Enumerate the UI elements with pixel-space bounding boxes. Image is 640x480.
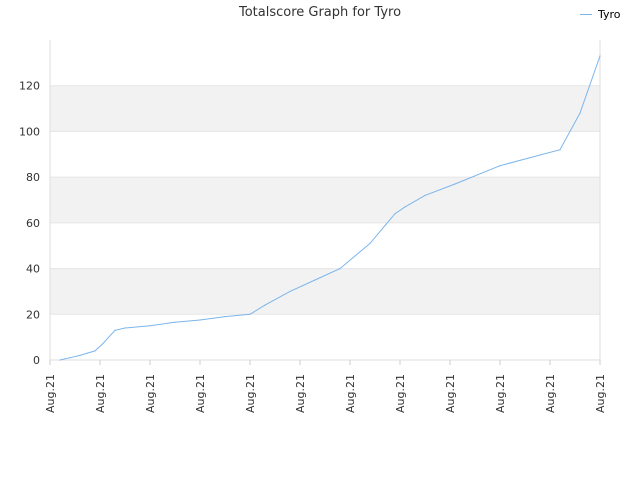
data-point [454, 183, 456, 185]
data-point [579, 112, 581, 114]
x-tick-label: Aug.21 [44, 374, 57, 413]
plot-band [50, 268, 600, 315]
data-point [86, 352, 89, 354]
data-point [59, 359, 61, 361]
y-tick-label: 120 [19, 80, 40, 93]
data-point [224, 315, 226, 318]
data-point [599, 55, 601, 57]
plot-band [50, 177, 600, 223]
gridlines [50, 85, 600, 361]
data-point [424, 194, 426, 197]
plot-band [50, 85, 600, 132]
y-tick-label: 0 [33, 354, 40, 367]
data-point [149, 325, 151, 327]
data-point [124, 327, 126, 329]
axes [49, 40, 601, 365]
data-point [101, 343, 104, 345]
data-point [264, 304, 266, 306]
x-tick-label: Aug.21 [444, 374, 457, 413]
data-point [94, 350, 96, 352]
x-tick-label: Aug.21 [194, 374, 207, 413]
tick-labels: 0 20 40 60 80 100 120 Aug.21 Aug.21 Aug.21 Aug.21 A… [19, 80, 607, 413]
x-tick-label: Aug.21 [494, 374, 507, 413]
y-tick-label: 20 [26, 308, 40, 321]
data-point [404, 206, 406, 208]
legend-label-tyro: Tyro [598, 8, 621, 21]
data-point [199, 319, 201, 321]
plot-bands [50, 85, 600, 315]
data-point [369, 242, 371, 245]
data-point [314, 279, 316, 281]
x-tick-label: Aug.21 [344, 374, 357, 413]
data-point [499, 165, 501, 167]
y-tick-label: 60 [26, 217, 40, 230]
x-tick-label: Aug.21 [144, 374, 157, 413]
data-point [114, 329, 116, 331]
x-tick-label: Aug.21 [544, 374, 557, 413]
x-tick-label: Aug.21 [394, 374, 407, 413]
y-tick-label: 80 [26, 171, 40, 184]
data-point [79, 354, 81, 357]
data-point [394, 213, 396, 215]
data-point [174, 321, 176, 323]
series-line-tyro [59, 55, 601, 361]
legend-line-swatch [580, 14, 592, 15]
data-point [69, 357, 71, 359]
x-tick-label: Aug.21 [294, 374, 307, 413]
chart-title: Totalscore Graph for Tyro [238, 5, 402, 20]
x-tick-label: Aug.21 [594, 374, 607, 413]
y-tick-label: 40 [26, 263, 40, 276]
x-tick-label: Aug.21 [244, 374, 257, 413]
data-point [249, 313, 251, 315]
x-tick-label: Aug.21 [94, 374, 107, 413]
data-point [559, 149, 561, 151]
legend[interactable]: Tyro [580, 8, 621, 21]
data-point [289, 290, 291, 293]
data-point [339, 267, 341, 270]
y-tick-label: 100 [19, 125, 40, 138]
series-layer [59, 55, 601, 361]
